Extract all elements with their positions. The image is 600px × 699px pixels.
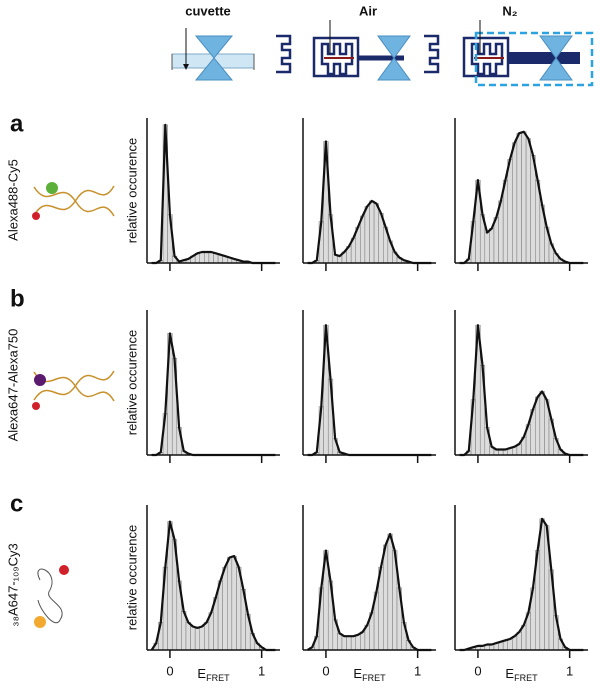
row-letter: c xyxy=(10,490,23,517)
column-title: N₂ xyxy=(502,3,517,18)
bar xyxy=(208,251,214,264)
x-axis-label-sub: FRET xyxy=(206,673,230,683)
bar xyxy=(530,155,536,264)
chip-icon xyxy=(276,34,580,78)
bar xyxy=(204,622,210,651)
bar xyxy=(360,215,366,264)
bar xyxy=(383,544,389,651)
bar xyxy=(194,627,200,651)
bar xyxy=(341,635,347,651)
y-axis-label: relative occurence xyxy=(124,138,139,244)
dye xyxy=(46,182,58,194)
bar xyxy=(364,206,370,264)
bar xyxy=(535,396,541,456)
row-letter: b xyxy=(10,285,25,312)
row-label: ₃₈A647-₁₀₉Cy3 xyxy=(5,543,20,626)
bar xyxy=(355,634,361,651)
x-tick-label: 0 xyxy=(474,663,481,678)
bar xyxy=(227,557,233,651)
bar xyxy=(199,626,205,651)
bar xyxy=(502,179,508,264)
y-axis-label: relative occurence xyxy=(124,525,139,631)
bar xyxy=(521,131,527,264)
x-axis-label-main: E xyxy=(505,666,514,681)
bar xyxy=(190,626,196,651)
bar xyxy=(493,217,499,264)
row-label: Alexa647-Alexa750 xyxy=(5,329,20,442)
arrow xyxy=(329,20,481,54)
nitrogen-box xyxy=(474,31,594,87)
bar xyxy=(360,631,366,651)
x-axis-label-sub: FRET xyxy=(514,673,538,683)
fit-line xyxy=(459,517,584,652)
protein-icon xyxy=(37,568,63,623)
dye xyxy=(32,402,40,410)
fit-line xyxy=(459,130,584,265)
bar xyxy=(185,622,191,651)
bar xyxy=(489,228,495,264)
bar xyxy=(507,638,513,651)
cuvette-icon xyxy=(171,28,255,81)
bar xyxy=(350,635,356,651)
bar xyxy=(231,555,237,651)
x-tick-label: 1 xyxy=(258,663,265,678)
focus-cone xyxy=(377,35,573,81)
x-axis-label: EFRET xyxy=(505,666,538,683)
bar xyxy=(525,138,531,264)
x-tick-label: 0 xyxy=(166,663,173,678)
column-title: Air xyxy=(359,3,377,18)
dye xyxy=(59,565,69,575)
bar xyxy=(204,251,210,264)
x-axis-label-main: E xyxy=(353,666,362,681)
bar xyxy=(539,391,545,456)
bar xyxy=(507,159,513,264)
bar xyxy=(369,200,375,264)
y-axis-label: relative occurence xyxy=(124,330,139,436)
x-axis-label: EFRET xyxy=(353,666,386,683)
bar xyxy=(346,635,352,651)
bar xyxy=(217,580,223,651)
x-axis-label-sub: FRET xyxy=(362,673,386,683)
x-tick-label: 1 xyxy=(566,663,573,678)
x-tick-label: 1 xyxy=(414,663,421,678)
row-label: Alexa488-Cy5 xyxy=(5,159,20,241)
bar xyxy=(512,142,518,264)
dna-icon xyxy=(33,185,115,402)
bar xyxy=(199,251,205,264)
column-title: cuvette xyxy=(185,3,231,18)
fit-line xyxy=(150,520,276,652)
row-letter: a xyxy=(10,110,24,137)
bar xyxy=(539,518,545,651)
fit-line xyxy=(459,324,584,457)
x-tick-label: 0 xyxy=(322,663,329,678)
bar xyxy=(222,566,228,651)
bar xyxy=(484,232,490,264)
dye xyxy=(34,374,46,386)
bar xyxy=(373,203,379,264)
dye xyxy=(32,212,40,220)
x-axis-label-main: E xyxy=(197,666,206,681)
bar xyxy=(337,633,343,651)
bar xyxy=(516,132,522,264)
bar xyxy=(387,533,393,651)
fit-line xyxy=(307,532,432,652)
x-axis-label: EFRET xyxy=(197,666,230,683)
dye xyxy=(34,616,46,628)
